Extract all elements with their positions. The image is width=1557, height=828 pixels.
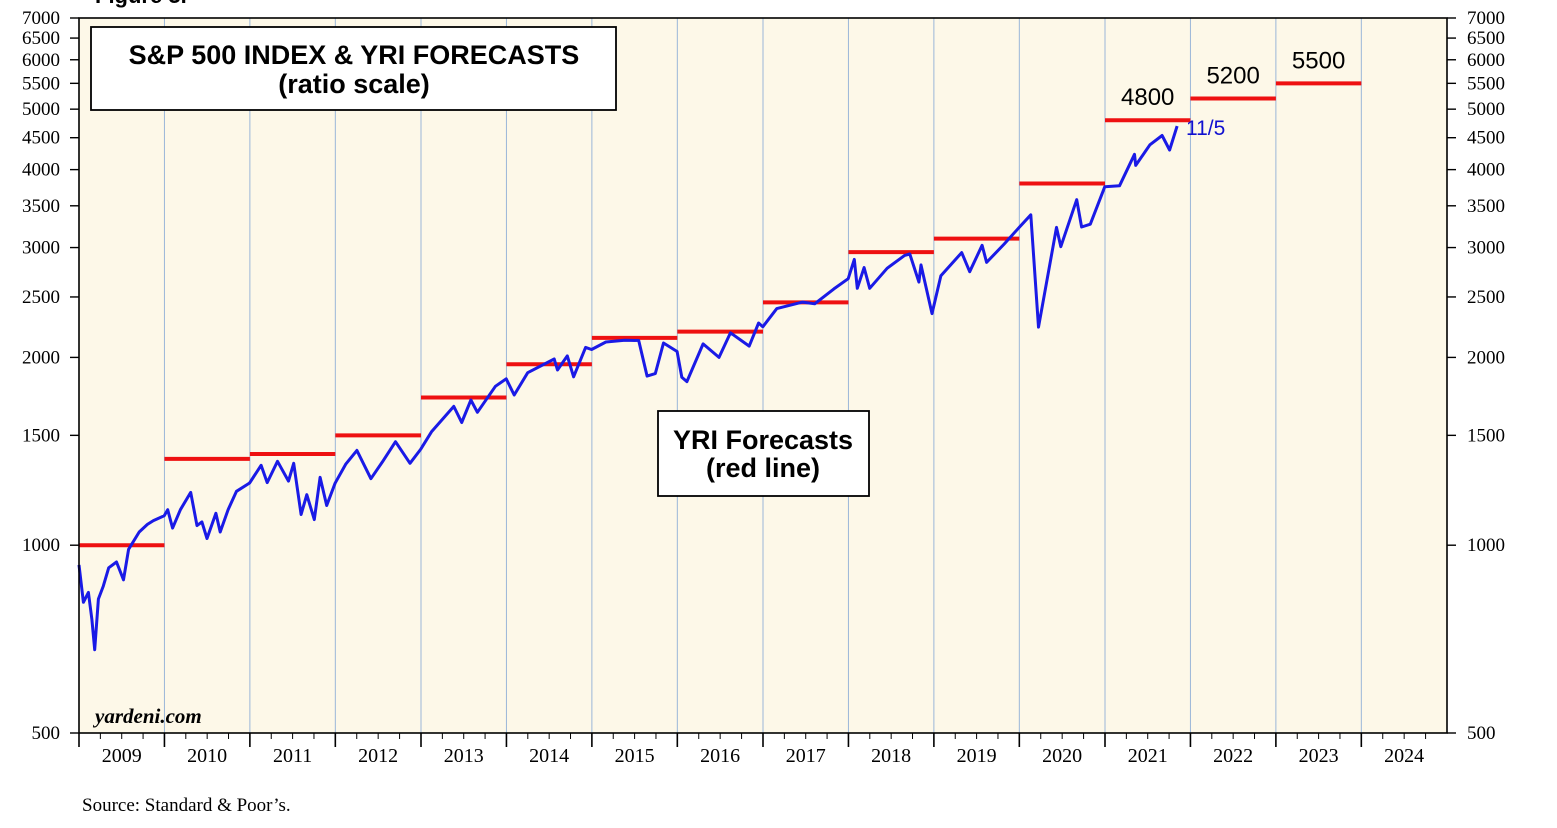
watermark: yardeni.com bbox=[92, 704, 202, 728]
x-tick-label: 2015 bbox=[615, 745, 655, 767]
y-tick-label-left: 2000 bbox=[22, 347, 60, 368]
y-tick-label-right: 2000 bbox=[1467, 347, 1505, 368]
y-tick-label-left: 500 bbox=[32, 723, 61, 744]
x-tick-label: 2023 bbox=[1299, 745, 1339, 767]
forecast-annotation-box: YRI Forecasts (red line) bbox=[657, 410, 870, 497]
title-box-frame bbox=[90, 26, 617, 111]
x-tick-label: 2016 bbox=[700, 745, 740, 767]
y-tick-label-left: 5000 bbox=[22, 99, 60, 120]
x-tick-label: 2018 bbox=[871, 745, 911, 767]
y-tick-label-left: 7000 bbox=[22, 8, 60, 29]
chart-title: S&P 500 INDEX & YRI FORECASTS bbox=[129, 40, 580, 70]
x-tick-label: 2014 bbox=[529, 745, 569, 767]
forecast-value-label: 5500 bbox=[1292, 47, 1345, 74]
x-tick-label: 2012 bbox=[358, 745, 398, 767]
x-tick-label: 2019 bbox=[957, 745, 997, 767]
y-tick-label-right: 6000 bbox=[1467, 50, 1505, 71]
chart-subtitle: (ratio scale) bbox=[278, 69, 430, 99]
figure-label: Figure 3. bbox=[95, 0, 187, 8]
x-tick-label: 2011 bbox=[273, 745, 312, 767]
y-tick-label-right: 3500 bbox=[1467, 196, 1505, 217]
y-tick-label-right: 5000 bbox=[1467, 99, 1505, 120]
x-tick-label: 2010 bbox=[187, 745, 227, 767]
y-tick-label-right: 2500 bbox=[1467, 287, 1505, 308]
forecast-annotation-line1: YRI Forecasts bbox=[673, 425, 853, 455]
x-tick-label: 2024 bbox=[1384, 745, 1424, 767]
y-tick-label-right: 3000 bbox=[1467, 238, 1505, 259]
x-tick-label: 2021 bbox=[1128, 745, 1168, 767]
forecast-value-label: 4800 bbox=[1121, 84, 1174, 111]
x-tick-label: 2022 bbox=[1213, 745, 1253, 767]
y-tick-label-left: 4000 bbox=[22, 160, 60, 181]
forecast-annotation-frame bbox=[657, 410, 870, 497]
y-tick-label-right: 1000 bbox=[1467, 535, 1505, 556]
title-box: S&P 500 INDEX & YRI FORECASTS (ratio sca… bbox=[90, 26, 617, 111]
y-tick-label-left: 6500 bbox=[22, 28, 60, 49]
x-tick-label: 2009 bbox=[102, 745, 142, 767]
source-note: Source: Standard & Poor’s. bbox=[82, 795, 291, 816]
forecast-lines bbox=[79, 81, 1362, 548]
y-tick-label-right: 500 bbox=[1467, 723, 1496, 744]
x-tick-label: 2017 bbox=[786, 745, 826, 767]
y-tick-label-right: 5500 bbox=[1467, 73, 1505, 94]
y-tick-label-left: 3000 bbox=[22, 238, 60, 259]
y-tick-label-left: 1500 bbox=[22, 425, 60, 446]
y-tick-label-left: 5500 bbox=[22, 73, 60, 94]
y-tick-label-right: 1500 bbox=[1467, 425, 1505, 446]
y-tick-label-left: 1000 bbox=[22, 535, 60, 556]
y-tick-label-left: 3500 bbox=[22, 196, 60, 217]
forecast-value-label: 5200 bbox=[1206, 63, 1259, 90]
x-tick-label: 2013 bbox=[444, 745, 484, 767]
y-tick-label-left: 6000 bbox=[22, 50, 60, 71]
gridlines bbox=[163, 18, 1362, 733]
y-tick-label-right: 6500 bbox=[1467, 28, 1505, 49]
y-tick-label-right: 4000 bbox=[1467, 160, 1505, 181]
forecast-value-labels: 4800 5200 5500 bbox=[1121, 47, 1345, 111]
forecast-annotation-line2: (red line) bbox=[706, 453, 820, 483]
y-tick-label-left: 4500 bbox=[22, 128, 60, 149]
axes: 2009 2010 2011 2012 2013 2014 2015 2016 2017 2018… bbox=[22, 8, 1505, 767]
last-date-label: 11/5 bbox=[1186, 117, 1225, 140]
x-tick-label: 2020 bbox=[1042, 745, 1082, 767]
y-tick-label-left: 2500 bbox=[22, 287, 60, 308]
y-tick-label-right: 7000 bbox=[1467, 8, 1505, 29]
y-tick-label-right: 4500 bbox=[1467, 128, 1505, 149]
sp500-index-line bbox=[77, 125, 1179, 652]
